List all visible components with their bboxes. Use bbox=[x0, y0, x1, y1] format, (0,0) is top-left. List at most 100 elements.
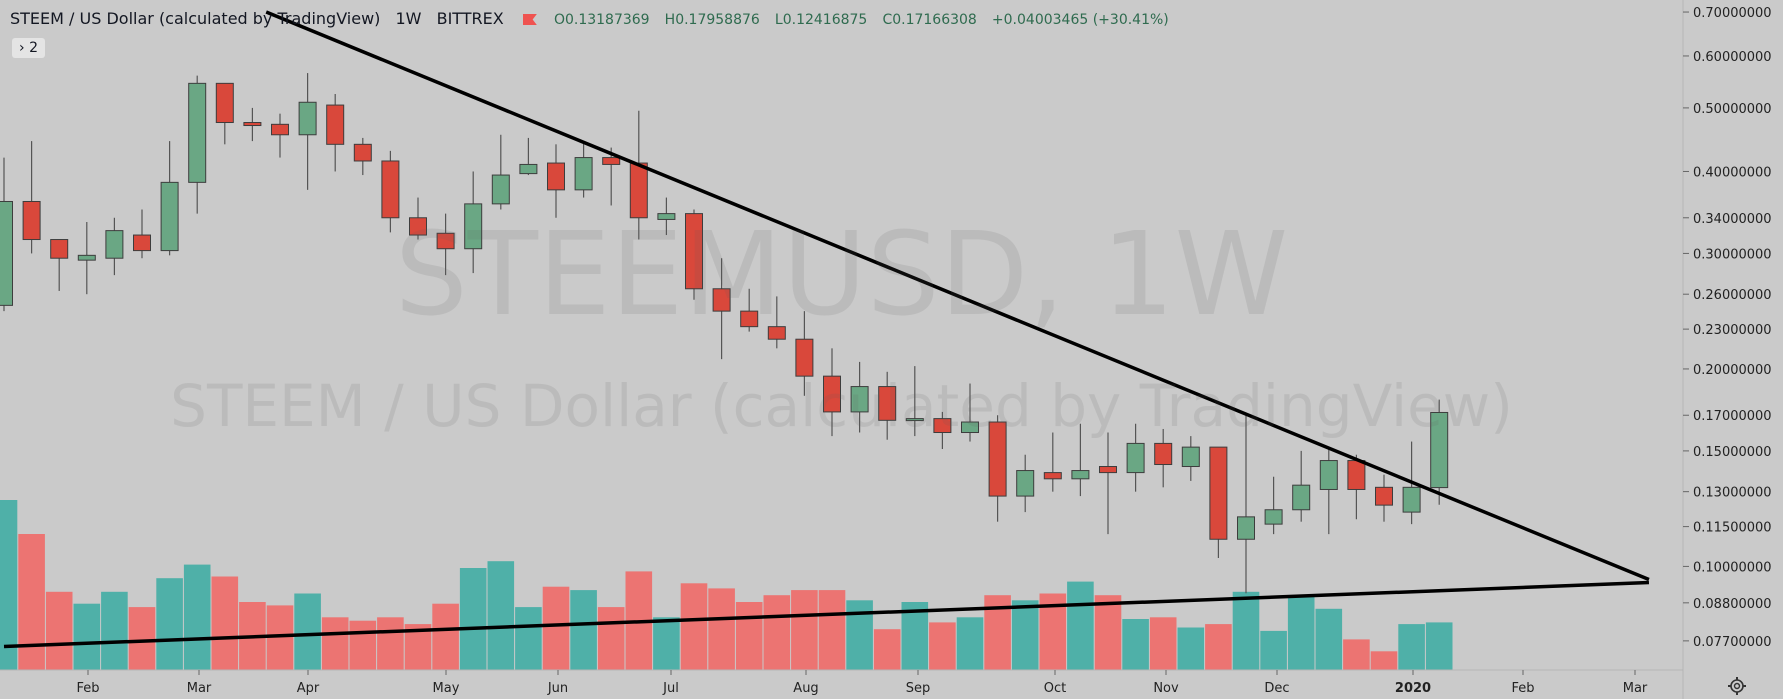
volume-bar bbox=[1011, 600, 1039, 670]
indicator-count: 2 bbox=[29, 40, 38, 56]
candle bbox=[1375, 474, 1393, 522]
volume-bar bbox=[873, 629, 901, 670]
volume-bar bbox=[570, 590, 597, 670]
candle bbox=[464, 171, 483, 274]
volume-bar bbox=[1067, 581, 1094, 670]
candle bbox=[961, 383, 979, 442]
volume-bar bbox=[735, 602, 763, 670]
candle-body bbox=[1347, 460, 1366, 490]
volume-bar bbox=[211, 576, 239, 670]
candle-body bbox=[0, 200, 13, 306]
price-tick-label: 0.10000000 bbox=[1693, 560, 1772, 575]
candle-body bbox=[105, 230, 124, 259]
candle-body bbox=[933, 418, 952, 434]
candle bbox=[1264, 476, 1283, 535]
candle bbox=[133, 209, 151, 259]
volume-bar bbox=[956, 617, 984, 670]
candle bbox=[298, 73, 317, 190]
change-value: +0.04003465 (+30.41%) bbox=[991, 12, 1169, 28]
candle-body bbox=[77, 254, 96, 261]
candle-body bbox=[1099, 466, 1117, 474]
time-tick-label: Mar bbox=[1623, 681, 1648, 696]
candle bbox=[657, 197, 676, 236]
volume-bar bbox=[1177, 627, 1205, 670]
candle-body bbox=[767, 326, 786, 340]
candle bbox=[409, 197, 427, 240]
candle-body bbox=[188, 82, 207, 183]
open-value: O0.13187369 bbox=[553, 12, 650, 28]
candle bbox=[353, 137, 372, 176]
candle-body bbox=[1043, 472, 1062, 480]
volume-bar bbox=[294, 593, 321, 670]
volume-bar bbox=[156, 578, 183, 670]
legend-header: STEEM / US Dollar (calculated by Trading… bbox=[10, 9, 1179, 28]
low-value: L0.12416875 bbox=[774, 12, 868, 28]
settings-gear-icon[interactable] bbox=[1728, 677, 1746, 695]
flag-icon[interactable] bbox=[522, 14, 537, 25]
volume-bar bbox=[183, 564, 211, 670]
candle-body bbox=[629, 162, 648, 219]
price-tick-label: 0.08800000 bbox=[1693, 597, 1772, 612]
trendline[interactable] bbox=[3, 580, 1650, 649]
close-value: C0.17166308 bbox=[882, 12, 977, 28]
trendline[interactable] bbox=[265, 10, 1650, 582]
candle bbox=[1319, 447, 1338, 535]
candle-body bbox=[464, 203, 483, 250]
price-tick-label: 0.20000000 bbox=[1693, 363, 1772, 378]
candle bbox=[1292, 450, 1311, 522]
time-tick-label: 2020 bbox=[1395, 681, 1431, 696]
symbol-title[interactable]: STEEM / US Dollar (calculated by Trading… bbox=[10, 9, 381, 28]
volume-bar bbox=[542, 586, 570, 670]
candle-body bbox=[1126, 442, 1145, 474]
price-tick-label: 0.34000000 bbox=[1693, 212, 1772, 227]
price-tick-label: 0.17000000 bbox=[1693, 409, 1772, 424]
candle bbox=[712, 258, 731, 360]
candle bbox=[685, 209, 703, 300]
exchange-label: BITTREX bbox=[436, 9, 504, 28]
candle-body bbox=[740, 310, 759, 328]
time-tick-label: Oct bbox=[1044, 681, 1066, 696]
volume-bar bbox=[377, 617, 404, 670]
candle-body bbox=[1402, 486, 1421, 513]
time-tick-label: Nov bbox=[1153, 681, 1179, 696]
candle bbox=[1209, 446, 1228, 558]
volume-bar bbox=[1260, 630, 1287, 670]
candle-body bbox=[215, 82, 234, 124]
candle bbox=[436, 213, 455, 276]
volume-bar bbox=[901, 602, 929, 670]
candle-body bbox=[519, 163, 538, 175]
candle bbox=[1154, 428, 1173, 488]
volume-bar bbox=[1149, 617, 1177, 670]
time-tick-label: Apr bbox=[297, 681, 320, 696]
volume-bar bbox=[1122, 619, 1149, 670]
candle-body bbox=[1264, 509, 1283, 525]
candle bbox=[0, 157, 13, 312]
time-tick-label: Sep bbox=[906, 681, 931, 696]
volume-bar bbox=[1287, 595, 1315, 670]
volume-bar bbox=[18, 534, 45, 670]
candle bbox=[547, 144, 565, 218]
volume-bar bbox=[1232, 591, 1260, 670]
volume-bar bbox=[846, 600, 873, 670]
indicators-toggle-button[interactable]: › 2 bbox=[12, 38, 45, 58]
price-tick-label: 0.30000000 bbox=[1693, 247, 1772, 262]
volume-bar bbox=[929, 622, 956, 670]
candle bbox=[1181, 436, 1200, 481]
time-tick-label: Dec bbox=[1264, 681, 1289, 696]
price-tick-label: 0.70000000 bbox=[1693, 6, 1772, 21]
price-tick-label: 0.11500000 bbox=[1693, 521, 1772, 536]
candle-body bbox=[878, 386, 897, 421]
volume-bar bbox=[708, 588, 735, 670]
candle bbox=[988, 415, 1007, 522]
candle bbox=[1099, 432, 1117, 535]
candle-body bbox=[1237, 516, 1255, 540]
volume-bar bbox=[0, 500, 18, 670]
volume-bar bbox=[653, 617, 680, 670]
candle bbox=[160, 141, 179, 256]
candle-body bbox=[795, 338, 814, 377]
price-tick-label: 0.15000000 bbox=[1693, 445, 1772, 460]
candle bbox=[1347, 454, 1366, 520]
time-tick-label: Feb bbox=[1511, 681, 1534, 696]
candle-body bbox=[160, 181, 179, 252]
